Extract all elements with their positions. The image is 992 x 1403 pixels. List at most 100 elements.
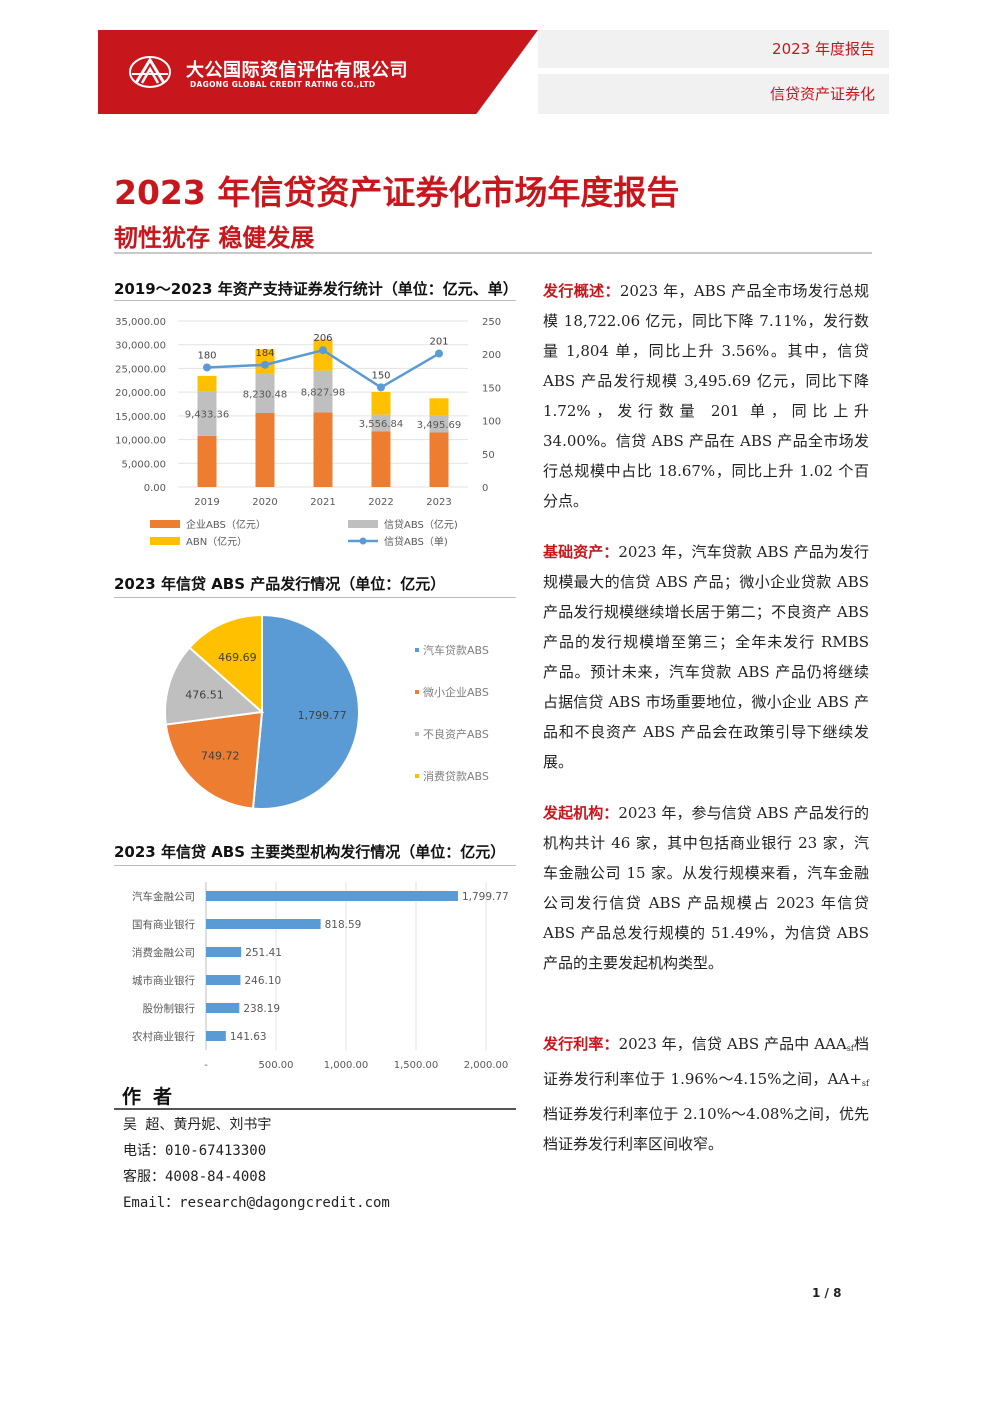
institution-bar-chart: - 500.00 1,000.00 1,500.00 2,000.00 汽车金融公司 1,7… (132, 882, 509, 1071)
rates-body-c: 档证券发行利率位于 2.10%～4.08%之间，优先档证券发行利率区间收窄。 (543, 1105, 869, 1153)
paragraph-overview: 发行概述：2023 年，ABS 产品全市场发行总规模 18,722.06 亿元，… (543, 276, 869, 516)
assets-body: 2023 年，汽车贷款 ABS 产品为发行规模最大的信贷 ABS 产品；微小企业… (543, 543, 869, 771)
page-subtitle: 韧性犹存 稳健发展 (114, 224, 315, 252)
paragraph-underlying-assets: 基础资产：2023 年，汽车贷款 ABS 产品为发行规模最大的信贷 ABS 产品… (543, 537, 869, 777)
category-label: 城市商业银行 (132, 974, 195, 987)
legend-swatch (150, 537, 180, 545)
bar (206, 975, 241, 985)
bar-segment (371, 414, 391, 432)
bar (206, 947, 242, 957)
bar-segment (255, 413, 275, 487)
y-tick-label: 10,000.00 (115, 436, 166, 447)
bar-segment (197, 435, 217, 487)
line-label: 184 (255, 348, 274, 359)
slice-label: 469.69 (218, 651, 256, 664)
pie-slice (188, 613, 263, 715)
x-tick-label: - (204, 1060, 208, 1071)
data-label: 8,827.98 (301, 388, 346, 399)
assets-lead: 基础资产： (543, 543, 619, 561)
author-heading: 作者 (122, 1086, 185, 1108)
legend-swatch (348, 520, 378, 528)
data-label: 9,433.36 (185, 409, 230, 420)
bar-segment (429, 432, 449, 487)
chart2-title: 2023 年信贷 ABS 产品发行情况（单位：亿元） (114, 575, 446, 593)
data-label: 3,556.84 (359, 419, 404, 430)
bar (206, 1003, 240, 1013)
legend-swatch (150, 520, 180, 528)
category-label: 国有商业银行 (132, 918, 195, 931)
x-tick-label: 2022 (368, 497, 393, 508)
author-divider (114, 1108, 516, 1110)
legend-marker-icon (359, 537, 367, 545)
data-label: 141.63 (230, 1031, 267, 1043)
overview-lead: 发行概述： (543, 282, 620, 300)
data-label: 8,230.48 (243, 389, 288, 400)
company-name-en: DAGONG GLOBAL CREDIT RATING CO.,LTD (190, 80, 376, 89)
bar-segment (197, 391, 217, 436)
legend-label: 消费贷款ABS (423, 769, 489, 783)
report-type-label: 2023 年度报告 (538, 30, 889, 68)
bar-segment (197, 375, 217, 392)
y2-tick-label: 250 (482, 317, 501, 328)
x-tick-label: 500.00 (259, 1060, 294, 1071)
y-tick-label: 30,000.00 (115, 341, 166, 352)
company-logo-icon (129, 56, 171, 88)
legend-swatch (415, 732, 419, 736)
data-label: 238.19 (243, 1003, 280, 1015)
line-label: 206 (313, 333, 332, 344)
x-tick-label: 2023 (426, 497, 451, 508)
legend-label: 不良资产ABS (423, 727, 489, 741)
legend-label: 信贷ABS（单) (384, 535, 448, 548)
y-tick-label: 20,000.00 (115, 388, 166, 399)
slice-label: 476.51 (185, 688, 224, 701)
slice-label: 1,799.77 (298, 709, 347, 722)
x-tick-label: 2019 (194, 497, 219, 508)
y-tick-label: 35,000.00 (115, 317, 166, 328)
y2-tick-label: 0 (482, 483, 488, 494)
bar (206, 891, 458, 901)
credit-abs-pie-chart: 1,799.77 749.72 476.51 469.69 汽车贷款ABS 微小企业ABS… (164, 613, 489, 810)
x-tick-label: 1,000.00 (324, 1060, 369, 1071)
author-service: 客服：4008-84-4008 (123, 1169, 267, 1185)
data-label: 251.41 (245, 947, 282, 959)
bar-segment (313, 412, 333, 487)
legend-label: 微小企业ABS (423, 685, 489, 699)
line-point (203, 363, 211, 372)
overview-body: 2023 年，ABS 产品全市场发行总规模 18,722.06 亿元，同比下降 … (543, 282, 869, 510)
paragraph-originators: 发起机构：2023 年，参与信贷 ABS 产品发行的机构共计 46 家，其中包括… (543, 798, 869, 978)
data-label: 1,799.77 (462, 891, 509, 903)
line-label: 150 (371, 370, 390, 381)
rates-body-a: 2023 年，信贷 ABS 产品中 AAA (618, 1035, 847, 1053)
page-number: 1 / 8 (812, 1286, 842, 1300)
x-tick-label: 2021 (310, 497, 335, 508)
author-phone: 电话：010-67413300 (123, 1143, 267, 1159)
chart1-divider (114, 300, 516, 301)
rates-sub-b: sf (861, 1079, 869, 1088)
slice-label: 749.72 (201, 749, 240, 762)
bar-segment (371, 431, 391, 487)
abs-issuance-chart: 35,000.00 30,000.00 25,000.00 20,000.00 15,0… (115, 317, 501, 548)
category-label: 农村商业银行 (132, 1030, 195, 1043)
legend-swatch (415, 774, 419, 778)
paragraph-rates: 发行利率：2023 年，信贷 ABS 产品中 AAAsf档证券发行利率位于 1.… (543, 1029, 869, 1159)
chart3-title: 2023 年信贷 ABS 主要类型机构发行情况（单位：亿元） (114, 843, 506, 861)
bar-segment (371, 391, 391, 415)
x-tick-label: 1,500.00 (394, 1060, 439, 1071)
legend-label: ABN（亿元） (186, 535, 247, 548)
y-tick-label: 15,000.00 (115, 412, 166, 423)
company-name-cn: 大公国际资信评估有限公司 (186, 60, 408, 81)
author-email[interactable]: Email：research@dagongcredit.com (123, 1195, 390, 1211)
bar-segment (429, 415, 449, 433)
bar (206, 919, 321, 929)
pie-slice (251, 613, 360, 810)
line-label: 180 (197, 350, 216, 361)
y2-tick-label: 150 (482, 383, 501, 394)
x-tick-label: 2020 (252, 497, 277, 508)
y-tick-label: 25,000.00 (115, 364, 166, 375)
legend-label: 汽车贷款ABS (423, 643, 489, 657)
y2-tick-label: 100 (482, 417, 501, 428)
legend-swatch (415, 690, 419, 694)
category-label: 股份制银行 (143, 1002, 196, 1015)
category-label: 信贷资产证券化 (538, 74, 889, 114)
rates-sub-a: sf (846, 1044, 854, 1053)
